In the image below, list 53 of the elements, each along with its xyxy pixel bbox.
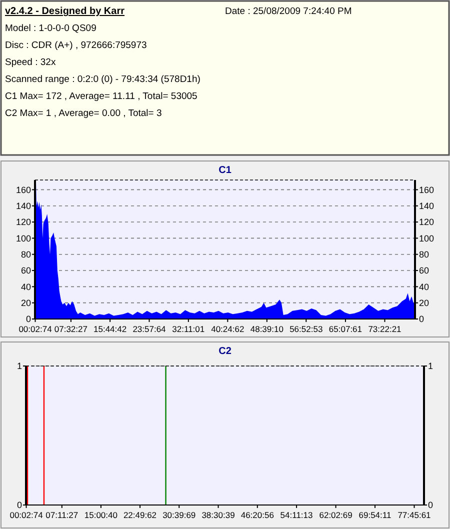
y2-tick-label: 1 — [428, 361, 434, 372]
y-tick-label: 80 — [20, 250, 31, 260]
x-tick-label: 40:24:62 — [211, 324, 244, 334]
x-tick-label: 38:30:39 — [202, 510, 236, 520]
x-tick-label: 46:20:56 — [240, 510, 274, 520]
y2-tick-label: 60 — [419, 266, 430, 276]
text: v2.4.2 - Designed by Karr — [5, 6, 125, 17]
y-tick-label: 0 — [16, 500, 22, 510]
chart-title: C1 — [218, 165, 232, 176]
x-tick-label: 65:07:61 — [328, 324, 362, 334]
x-tick-label: 30:39:69 — [162, 510, 196, 520]
x-tick-label: 15:44:42 — [94, 324, 127, 334]
x-tick-label: 07:11:27 — [46, 510, 78, 520]
y-tick-label: 120 — [16, 217, 31, 228]
y2-tick-label: 20 — [419, 298, 430, 308]
text: C1 Max= 172 , Average= 11.11 , Total= 53005 — [5, 91, 198, 102]
y-tick-label: 0 — [26, 314, 31, 324]
x-tick-label: 73:22:21 — [368, 324, 402, 334]
text: Model : 1-0-0-0 QS09 — [5, 23, 96, 34]
x-tick-label: 00:02:74 — [18, 324, 52, 334]
y2-tick-label: 40 — [419, 282, 430, 292]
y-tick-label: 60 — [20, 266, 31, 276]
y-tick-label: 1 — [16, 361, 22, 372]
x-tick-label: 62:02:69 — [319, 510, 353, 520]
text: Date : 25/08/2009 7:24:40 PM — [225, 6, 352, 17]
text: Speed : 32x — [5, 57, 56, 68]
x-tick-label: 15:00:40 — [84, 510, 118, 520]
y2-tick-label: 120 — [419, 217, 434, 228]
text: Disc : CDR (A+) , 972666:795973 — [5, 40, 147, 51]
x-tick-label: 22:49:62 — [123, 510, 157, 520]
text: C2 Max= 1 , Average= 0.00 , Total= 3 — [5, 108, 162, 119]
y-tick-label: 160 — [16, 184, 31, 195]
x-tick-label: 23:57:64 — [132, 324, 166, 334]
chart-title: C2 — [218, 346, 232, 357]
y2-tick-label: 0 — [428, 500, 434, 510]
y-tick-label: 100 — [16, 233, 31, 244]
y-tick-label: 140 — [16, 201, 31, 212]
y2-tick-label: 100 — [419, 233, 434, 244]
y2-tick-label: 140 — [419, 201, 434, 212]
x-tick-label: 56:52:53 — [290, 324, 323, 334]
x-tick-label: 69:54:11 — [358, 510, 392, 520]
y-tick-label: 20 — [20, 298, 31, 308]
x-tick-label: 77:45:61 — [398, 510, 432, 520]
x-tick-label: 00:02:74 — [10, 510, 44, 520]
text: Scanned range : 0:2:0 (0) - 79:43:34 (578D1h) — [5, 74, 200, 85]
y2-tick-label: 0 — [419, 314, 424, 324]
x-tick-label: 07:32:27 — [54, 324, 88, 334]
x-tick-label: 32:11:01 — [172, 324, 205, 334]
y2-tick-label: 80 — [419, 250, 430, 260]
y-tick-label: 40 — [20, 282, 31, 292]
x-tick-label: 48:39:10 — [250, 324, 284, 334]
y2-tick-label: 160 — [419, 184, 434, 195]
x-tick-label: 54:11:13 — [280, 510, 314, 520]
